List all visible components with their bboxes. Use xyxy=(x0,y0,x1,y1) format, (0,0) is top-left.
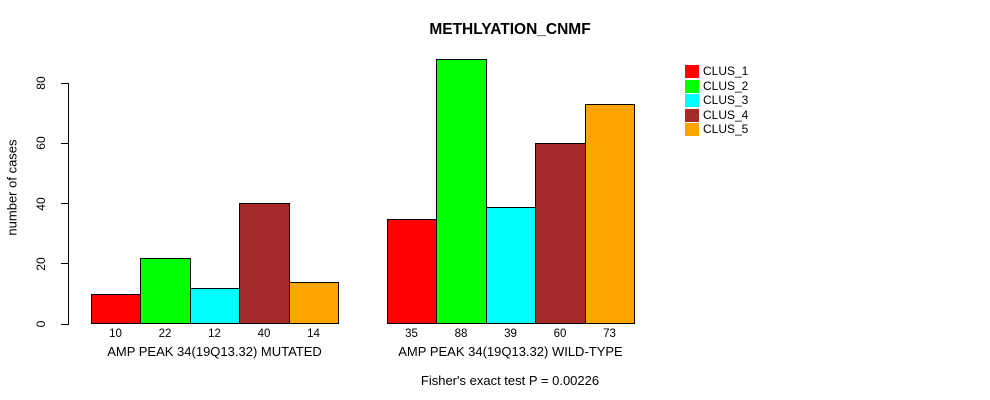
legend-label: CLUS_3 xyxy=(703,93,749,107)
y-tick xyxy=(61,82,68,84)
bar-clus_2 xyxy=(436,59,487,324)
y-tick-label: 60 xyxy=(34,136,48,150)
y-tick xyxy=(61,263,68,265)
y-tick-label: 20 xyxy=(34,257,48,271)
bar-clus_1 xyxy=(91,294,141,324)
bar-clus_4 xyxy=(239,203,290,324)
bar-value-label: 14 xyxy=(307,328,320,340)
x-axis-group-label: AMP PEAK 34(19Q13.32) MUTATED xyxy=(107,344,322,359)
y-tick xyxy=(61,142,68,144)
y-axis-line xyxy=(68,83,69,325)
bar-clus_3 xyxy=(486,207,536,324)
legend-swatch-clus_5 xyxy=(685,123,699,136)
bar-value-label: 73 xyxy=(603,328,616,340)
y-tick-label: 80 xyxy=(34,76,48,90)
bar-value-label: 40 xyxy=(257,328,271,340)
bar-clus_4 xyxy=(535,143,586,324)
footer-annotation: Fisher's exact test P = 0.00226 xyxy=(420,373,600,388)
bar-value-label: 22 xyxy=(158,328,172,340)
bar-clus_2 xyxy=(140,258,191,324)
bar-clus_5 xyxy=(585,104,635,324)
y-axis-label: number of cases xyxy=(4,139,20,236)
bar-clus_5 xyxy=(289,282,339,324)
bar-value-label: 12 xyxy=(208,328,221,340)
legend-swatch-clus_2 xyxy=(685,79,699,93)
legend-label: CLUS_5 xyxy=(703,122,749,136)
y-tick-label: 40 xyxy=(34,196,48,211)
bar-value-label: 88 xyxy=(454,328,468,340)
chart-title: METHLYATION_CNMF xyxy=(429,21,591,38)
bar-value-label: 39 xyxy=(504,328,517,340)
y-tick-label: 0 xyxy=(34,320,48,328)
bar-clus_3 xyxy=(190,288,240,324)
legend-label: CLUS_4 xyxy=(703,107,749,122)
legend-label: CLUS_1 xyxy=(703,64,749,78)
bar-value-label: 35 xyxy=(405,328,418,340)
legend-label: CLUS_2 xyxy=(703,78,749,93)
y-tick xyxy=(61,203,68,204)
legend-swatch-clus_3 xyxy=(685,94,699,107)
bar-value-label: 60 xyxy=(553,328,567,340)
y-tick xyxy=(61,323,68,325)
legend-swatch-clus_4 xyxy=(685,108,699,122)
legend-swatch-clus_1 xyxy=(685,65,699,78)
x-axis-group-label: AMP PEAK 34(19Q13.32) WILD-TYPE xyxy=(398,344,623,359)
bar-clus_1 xyxy=(387,219,437,324)
bar-value-label: 10 xyxy=(109,328,122,340)
